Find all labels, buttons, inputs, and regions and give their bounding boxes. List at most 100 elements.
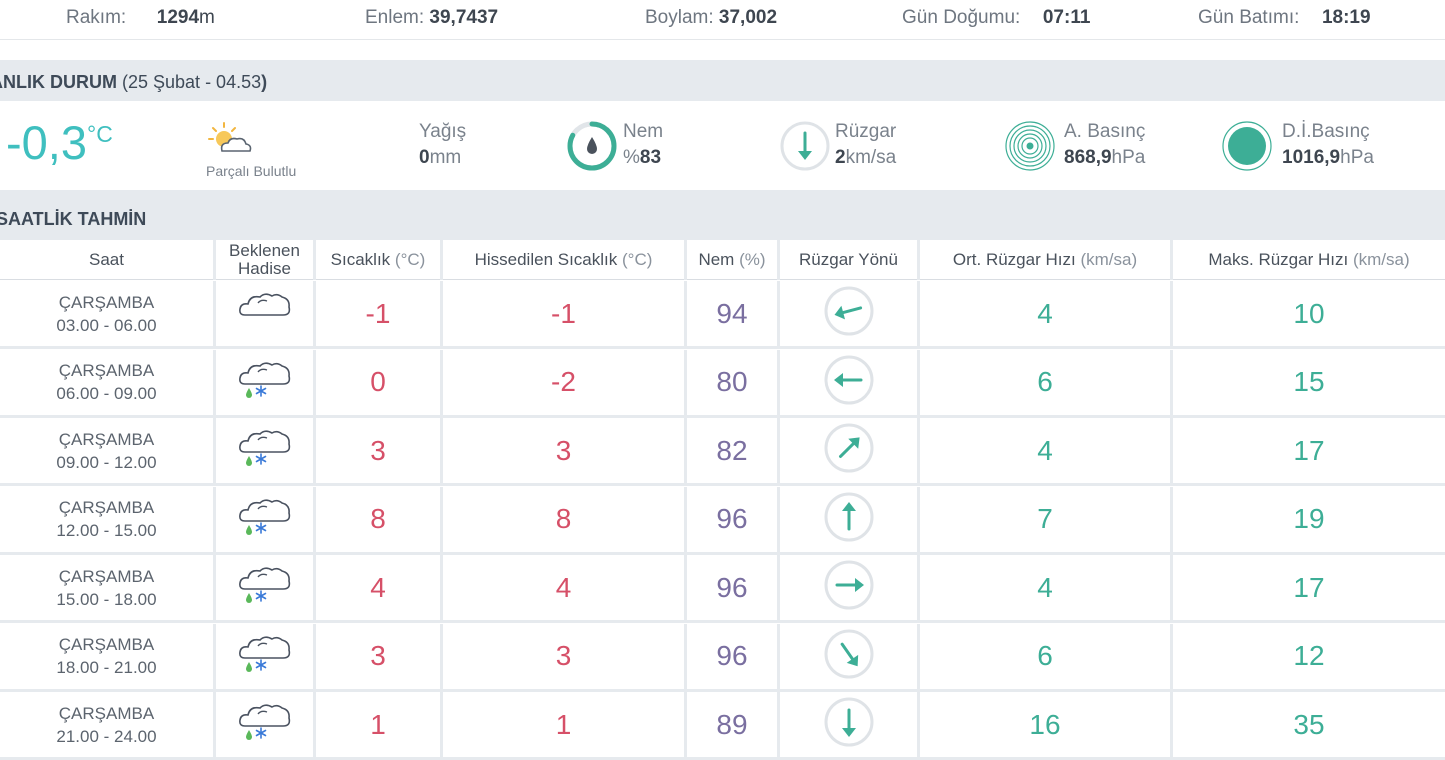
humidity-label: Nem [623, 121, 664, 142]
event-cell [216, 281, 316, 346]
row-range: 18.00 - 21.00 [56, 658, 157, 677]
altitude-label: Rakım: [66, 7, 127, 28]
col-header-event: Beklenen Hadise [216, 240, 316, 280]
avg-wind-cell: 4 [920, 281, 1173, 346]
altitude-value: 1294 [156, 7, 200, 28]
wind-label: Rüzgar [835, 121, 897, 142]
time-cell: ÇARŞAMBA 06.00 - 09.00 [0, 349, 216, 415]
avg-wind-cell: 6 [920, 623, 1173, 689]
col-header-max-wind: Maks. Rüzgar Hızı (km/sa) [1173, 240, 1445, 280]
sleet-icon [237, 428, 293, 473]
col-header-humidity-label: Nem [698, 250, 735, 269]
sleet-icon [237, 702, 293, 747]
temp-cell: 8 [316, 486, 443, 552]
wind-direction-cell [780, 692, 920, 757]
wind-direction-icon [779, 120, 831, 177]
longitude-value: 37,002 [718, 7, 778, 28]
row-range: 06.00 - 09.00 [56, 384, 157, 403]
max-wind-cell: 17 [1293, 571, 1325, 603]
altitude-info: Rakım: 1294m [66, 7, 215, 29]
row-day: ÇARŞAMBA [58, 566, 155, 586]
condition-label: Parçalı Bulutlu [206, 163, 297, 179]
pressure-sea-metric: D.İ.Basınç 1016,9hPa [1282, 119, 1374, 171]
humidity-cell: 80 [687, 349, 780, 415]
col-header-feels: Hissedilen Sıcaklık (°C) [443, 240, 687, 280]
humidity-cell: 96 [687, 623, 780, 689]
row-day: ÇARŞAMBA [58, 635, 155, 654]
time-cell: ÇARŞAMBA 03.00 - 06.00 [0, 281, 216, 346]
table-row: ÇARŞAMBA 12.00 - 15.00 8 8 96 7 19 [0, 486, 1445, 555]
feels-like-cell: -1 [443, 281, 687, 346]
table-row: ÇARŞAMBA 15.00 - 18.00 4 4 96 4 17 [0, 555, 1445, 623]
feels-like-cell: 8 [443, 486, 687, 552]
latitude-info: Enlem: 39,7437 [365, 7, 498, 29]
temp-cell: 4 [316, 555, 443, 620]
current-paren-close: ) [261, 72, 268, 92]
wind-direction-cell [780, 555, 920, 620]
col-header-avg-wind-unit: (km/sa) [1080, 250, 1138, 269]
sunrise-info: Gün Doğumu: 07:11 [902, 7, 1090, 29]
wind-arrow-icon [823, 285, 875, 342]
feels-like-cell: -2 [443, 349, 687, 415]
max-wind-cell: 10 [1293, 297, 1325, 329]
humidity-cell: 94 [687, 281, 780, 346]
col-header-event-line2: Hadise [238, 259, 291, 278]
col-header-event-line1: Beklenen [229, 241, 300, 260]
humidity-prefix: % [623, 147, 640, 168]
sunset-value: 18:19 [1321, 7, 1371, 28]
wind-direction-cell [780, 418, 920, 483]
feels-like-cell: 3 [443, 623, 687, 689]
pressure-sea-unit: hPa [1340, 147, 1374, 168]
avg-wind-cell: 6 [920, 349, 1173, 415]
current-paren-open: ( [122, 72, 128, 92]
partly-cloudy-icon [206, 121, 254, 162]
feels-like-cell: 1 [443, 692, 687, 757]
sea-pressure-icon [1221, 120, 1273, 177]
table-row: ÇARŞAMBA 18.00 - 21.00 3 3 96 6 12 [0, 623, 1445, 692]
col-header-temp-label: Sıcaklık [330, 250, 391, 269]
col-header-max-wind-label: Maks. Rüzgar Hızı [1208, 250, 1349, 269]
location-info-bar: Rakım: 1294m Enlem: 39,7437 Boylam: 37,0… [0, 0, 1445, 40]
row-range: 03.00 - 06.00 [56, 315, 157, 335]
wind-direction-cell [780, 486, 920, 552]
hourly-section-header: SAATLİK TAHMİN [0, 190, 1445, 240]
row-range: 21.00 - 24.00 [56, 726, 157, 746]
wind-direction-cell [780, 281, 920, 346]
sunrise-label: Gün Doğumu: [902, 7, 1021, 28]
time-cell: ÇARŞAMBA 09.00 - 12.00 [0, 418, 216, 483]
humidity-ring-icon [566, 120, 618, 177]
pressure-sea-label: D.İ.Basınç [1282, 121, 1370, 142]
latitude-value: 39,7437 [429, 7, 499, 28]
latitude-label: Enlem: [365, 7, 425, 28]
altitude-unit: m [199, 7, 215, 28]
current-datetime: 25 Şubat - 04.53 [128, 72, 262, 92]
col-header-temp: Sıcaklık (°C) [316, 240, 443, 280]
avg-wind-cell: 4 [920, 555, 1173, 620]
wind-unit: km/sa [845, 147, 897, 168]
hourly-title: SAATLİK TAHMİN [0, 209, 147, 229]
pressure-actual-metric: A. Basınç 868,9hPa [1064, 119, 1145, 171]
pressure-sea-value: 1016,9 [1282, 147, 1341, 168]
feels-like-cell: 3 [443, 418, 687, 483]
col-header-time-label: Saat [89, 250, 124, 269]
event-cell [216, 349, 316, 415]
temp-cell: 0 [316, 349, 443, 415]
humidity-cell: 89 [687, 692, 780, 757]
temp-cell: -1 [316, 281, 443, 346]
sleet-icon [237, 634, 293, 679]
row-day: ÇARŞAMBA [58, 361, 155, 380]
wind-arrow-icon [823, 696, 875, 753]
current-conditions: -0,3°C Parçalı Bulutlu Yağış 0mm Nem %83 [0, 101, 1445, 190]
col-header-wind-dir: Rüzgar Yönü [780, 240, 920, 280]
precip-label: Yağış [419, 121, 467, 142]
time-cell: ÇARŞAMBA 18.00 - 21.00 [0, 623, 216, 689]
wind-arrow-icon [823, 559, 875, 616]
sunset-label: Gün Batımı: [1198, 7, 1300, 28]
temp-cell: 3 [316, 623, 443, 689]
col-header-avg-wind-label: Ort. Rüzgar Hızı [952, 250, 1076, 269]
max-wind-cell: 17 [1293, 434, 1325, 466]
avg-wind-cell: 7 [920, 486, 1173, 552]
wind-direction-cell [780, 623, 920, 689]
pressure-actual-value: 868,9 [1064, 147, 1112, 168]
sleet-icon [237, 497, 293, 542]
